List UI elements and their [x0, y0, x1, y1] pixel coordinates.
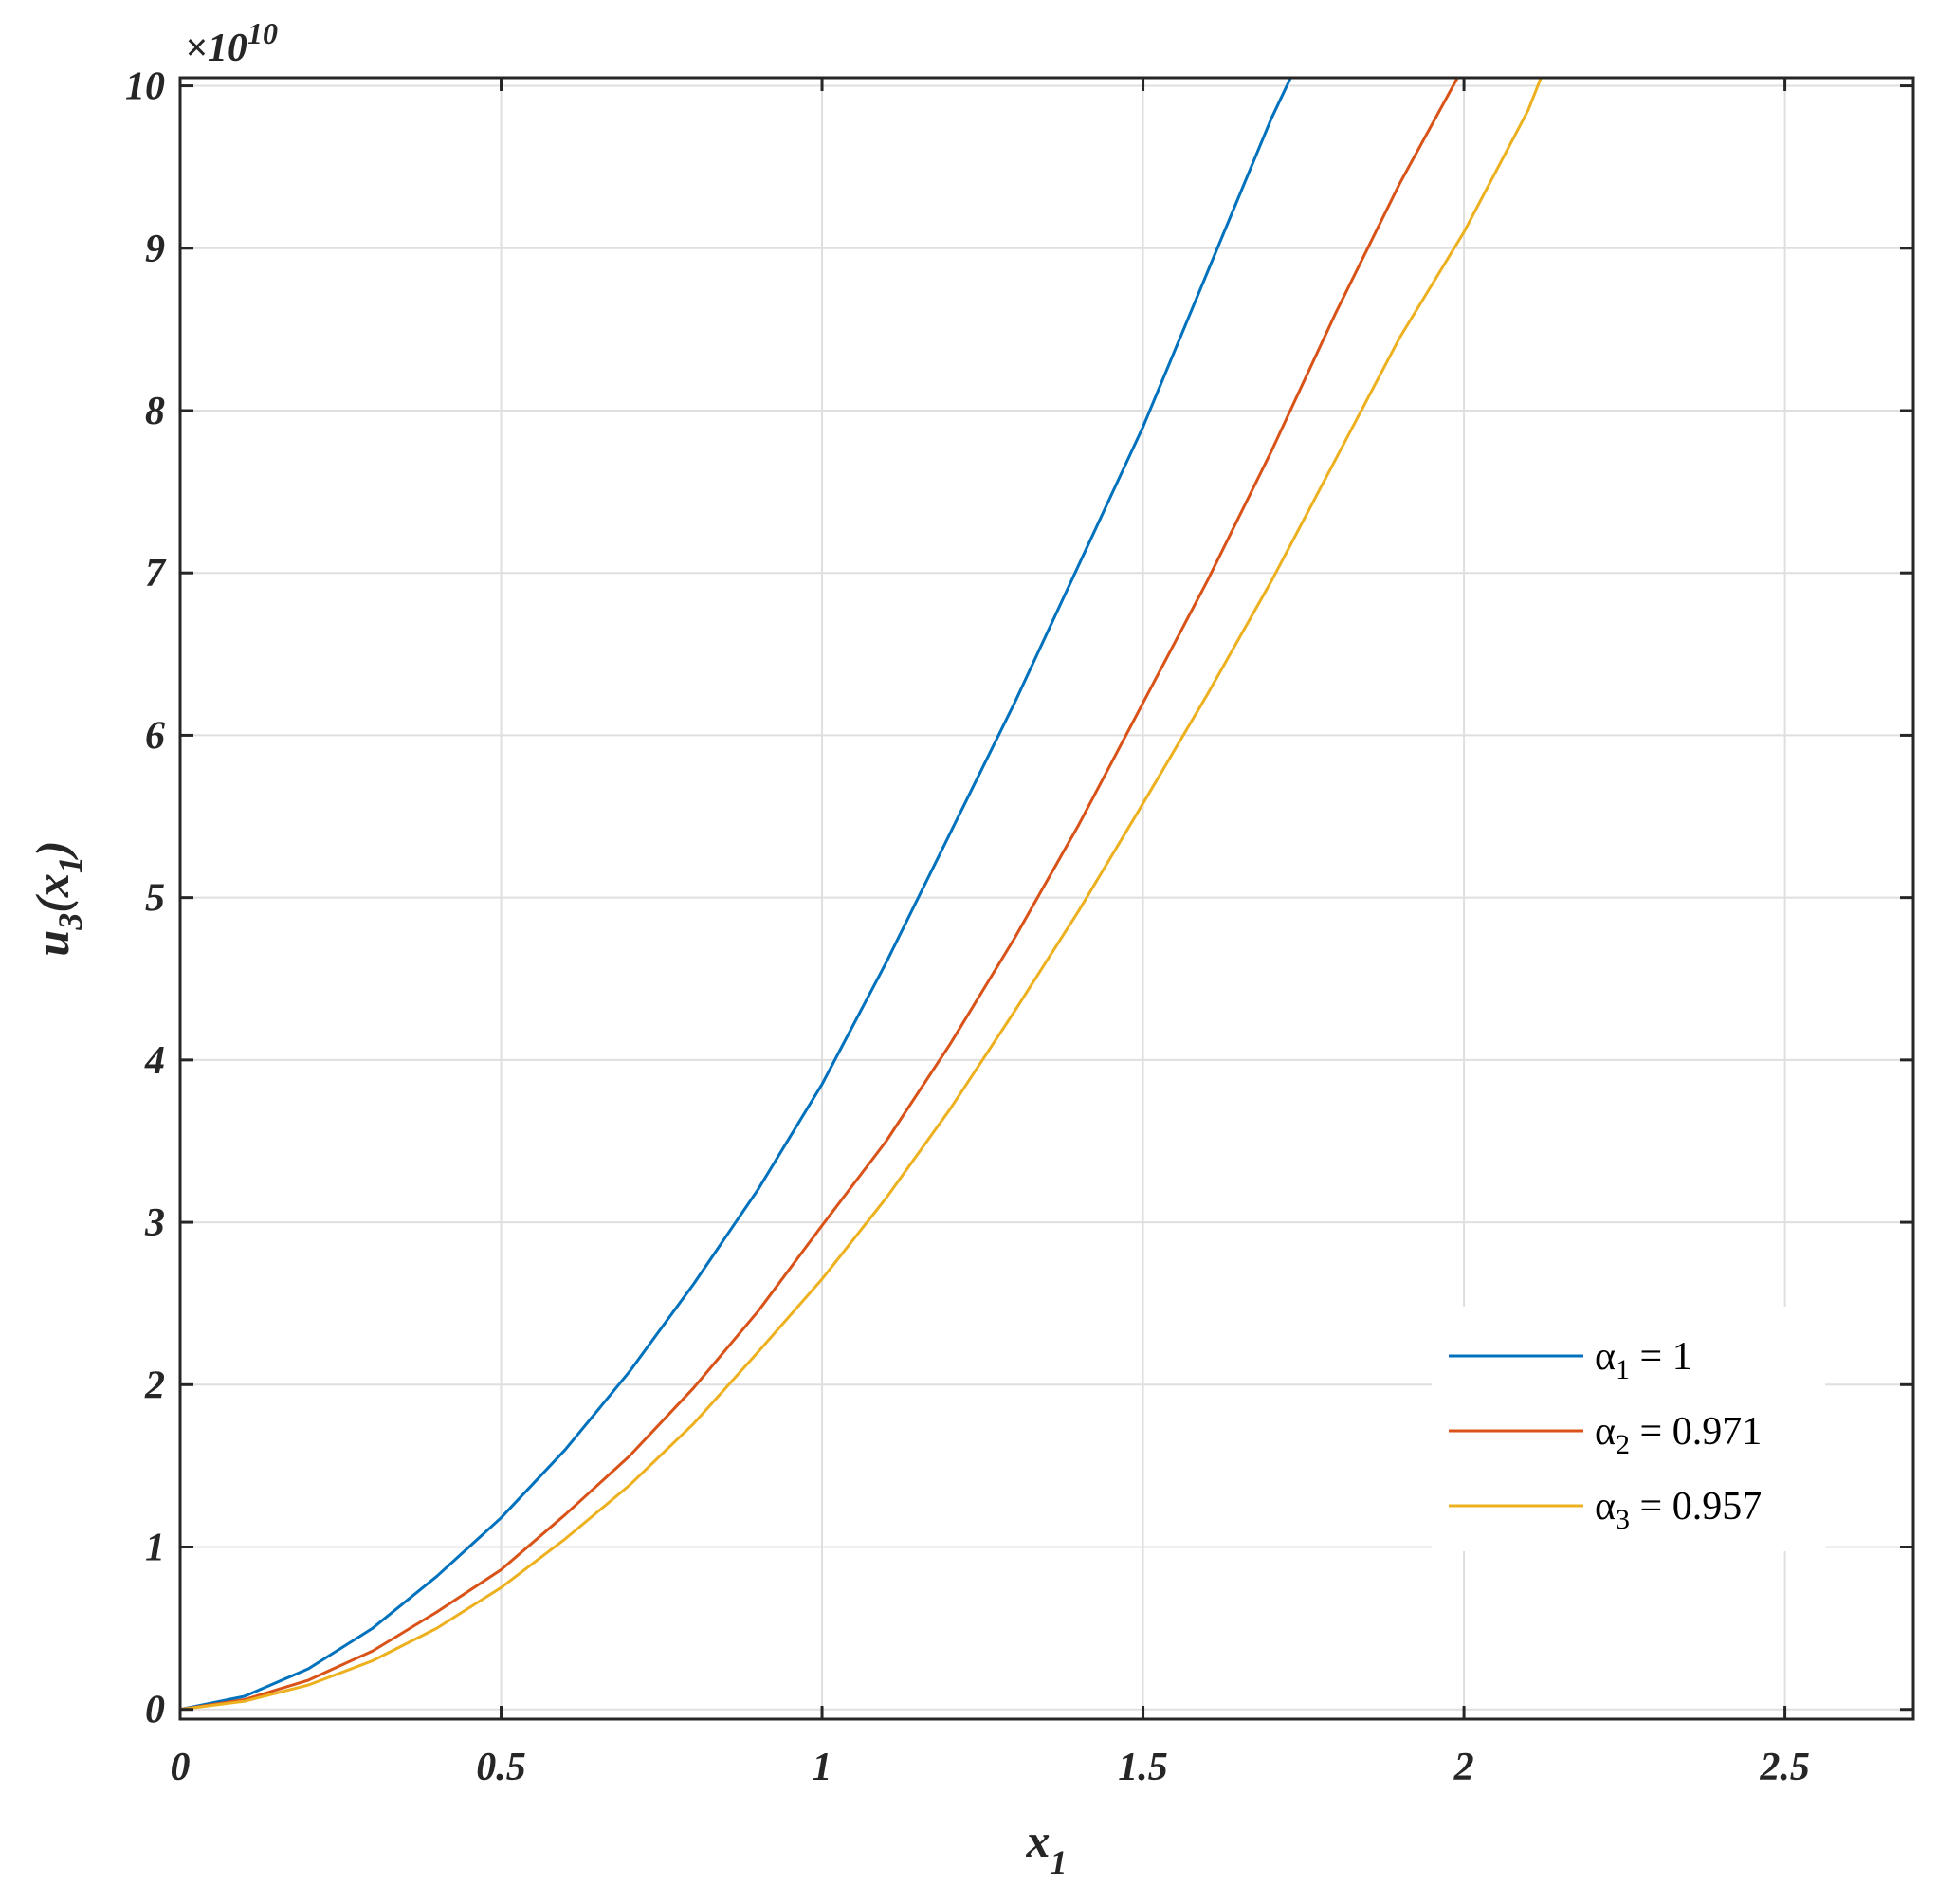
- y-tick-label: 9: [145, 228, 165, 271]
- x-tick-label: 2.5: [1759, 1746, 1810, 1789]
- legend-entry-value: = 0.957: [1630, 1485, 1762, 1529]
- legend-entry-1: α1 = 1: [1595, 1335, 1692, 1385]
- x-tick-label: 2: [1453, 1746, 1474, 1789]
- y-tick-label: 1: [145, 1527, 165, 1570]
- legend-entry-sub: 2: [1616, 1429, 1630, 1460]
- y-axis-label-sub2: 1: [51, 856, 89, 873]
- legend-entry-base: α: [1595, 1485, 1616, 1529]
- legend-entry-2: α2 = 0.971: [1595, 1410, 1762, 1460]
- x-axis-label-sub: 1: [1051, 1843, 1068, 1881]
- legend-entry-3: α3 = 0.957: [1595, 1485, 1762, 1535]
- y-axis-label-paren-open: (x: [26, 873, 79, 913]
- series-line-1: [179, 77, 1292, 1712]
- series-layer: [179, 77, 1543, 1712]
- x-tick-label: 1.5: [1118, 1746, 1168, 1789]
- series-line-3: [179, 77, 1543, 1712]
- y-axis-label-base: u: [26, 930, 79, 957]
- x-axis-label: x1: [1026, 1814, 1068, 1881]
- y-tick-label: 7: [145, 552, 167, 595]
- y-exponent-power: 10: [247, 16, 278, 50]
- y-tick-label: 2: [144, 1364, 165, 1407]
- legend-entry-value: = 0.971: [1630, 1410, 1762, 1454]
- legend-entry-base: α: [1595, 1410, 1616, 1454]
- y-tick-label: 4: [144, 1039, 165, 1083]
- x-axis-label-base: x: [1026, 1814, 1051, 1867]
- y-axis-label-paren-close: ): [26, 840, 79, 860]
- y-axis-label: u3(x1): [26, 840, 89, 956]
- x-tick-label: 0: [171, 1746, 191, 1789]
- legend-entry-base: α: [1595, 1335, 1616, 1379]
- y-axis-label-sub1: 3: [51, 913, 89, 931]
- y-tick-label: 0: [145, 1689, 165, 1732]
- y-exponent-label: ×1010: [185, 16, 278, 70]
- y-tick-label: 3: [144, 1201, 165, 1245]
- ticks: 0 0.5 1 1.5 2 2.5 0 1 2 3 4 5 6 7 8 9 10: [125, 65, 1913, 1789]
- y-exponent-prefix: ×10: [185, 27, 247, 70]
- legend-box: [1432, 1307, 1825, 1551]
- legend-entry-value: = 1: [1630, 1335, 1692, 1379]
- y-tick-label: 5: [145, 877, 165, 921]
- y-tick-label: 8: [145, 390, 165, 433]
- y-tick-label: 6: [145, 714, 165, 758]
- x-tick-label: 1: [813, 1746, 832, 1789]
- y-tick-label: 10: [125, 65, 165, 109]
- series-line-2: [179, 77, 1459, 1712]
- legend-entry-sub: 3: [1616, 1504, 1630, 1535]
- x-tick-label: 0.5: [476, 1746, 526, 1789]
- legend-entry-sub: 1: [1616, 1354, 1630, 1385]
